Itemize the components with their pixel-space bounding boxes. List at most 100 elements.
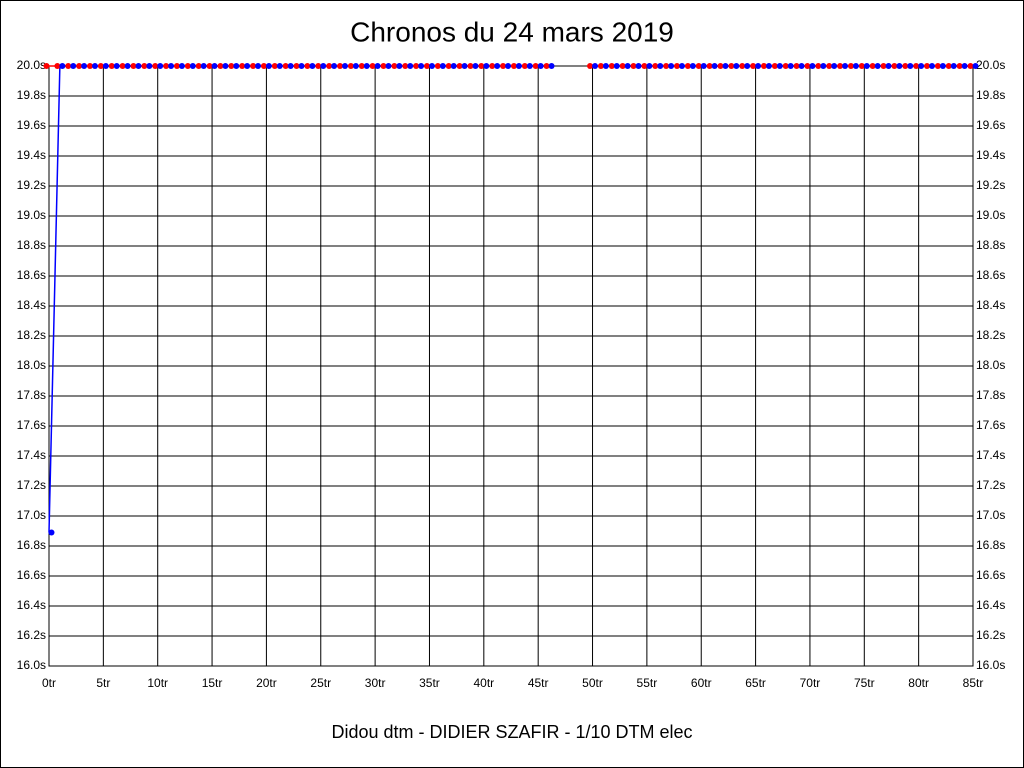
y-tick-label-right: 17.2s [976, 478, 1005, 492]
point [418, 63, 425, 69]
point [587, 63, 594, 69]
point [260, 63, 267, 69]
point [521, 63, 528, 69]
point [739, 63, 746, 69]
point [374, 63, 381, 69]
point [445, 63, 452, 69]
point [678, 63, 685, 69]
point [293, 63, 300, 69]
point [641, 63, 648, 69]
point [157, 63, 164, 69]
point [282, 63, 289, 69]
point [352, 63, 359, 69]
point [543, 63, 550, 69]
point [276, 63, 283, 69]
point [494, 63, 501, 69]
point [945, 63, 952, 69]
point [831, 63, 838, 69]
point [81, 63, 88, 69]
point [59, 63, 66, 69]
point [863, 63, 870, 69]
y-tick-label-right: 16.6s [976, 568, 1005, 582]
x-tick-label: 20tr [256, 676, 277, 690]
y-tick-label-right: 18.8s [976, 238, 1005, 252]
y-tick-label: 18.0s [17, 358, 46, 372]
y-tick-label: 16.6s [17, 568, 46, 582]
point [826, 63, 833, 69]
point [668, 63, 675, 69]
point [608, 63, 615, 69]
point [102, 63, 109, 69]
point [934, 63, 941, 69]
y-tick-label: 20.0s [17, 58, 46, 72]
point [43, 63, 50, 69]
point [467, 63, 474, 69]
x-tick-label: 80tr [908, 676, 929, 690]
point [113, 63, 120, 69]
point [413, 63, 420, 69]
x-tick-label: 45tr [528, 676, 549, 690]
point [239, 63, 246, 69]
point [402, 63, 409, 69]
point [858, 63, 865, 69]
y-tick-label-right: 17.4s [976, 448, 1005, 462]
y-tick-label: 18.8s [17, 238, 46, 252]
x-tick-label: 75tr [854, 676, 875, 690]
point [337, 63, 344, 69]
point [331, 63, 338, 69]
y-tick-label-right: 18.4s [976, 298, 1005, 312]
y-tick-label: 16.4s [17, 598, 46, 612]
y-tick-label-right: 19.0s [976, 208, 1005, 222]
point [439, 63, 446, 69]
point [178, 63, 185, 69]
point [815, 63, 822, 69]
point [961, 63, 968, 69]
point [48, 529, 55, 536]
y-tick-label-right: 16.8s [976, 538, 1005, 552]
point [428, 63, 435, 69]
point [913, 63, 920, 69]
point [526, 63, 533, 69]
point [168, 63, 175, 69]
y-tick-label-right: 20.0s [976, 58, 1005, 72]
point [347, 63, 354, 69]
point [391, 63, 398, 69]
point [896, 63, 903, 69]
y-tick-label: 16.2s [17, 628, 46, 642]
y-tick-label: 19.0s [17, 208, 46, 222]
x-tick-label: 25tr [310, 676, 331, 690]
y-tick-label-right: 16.2s [976, 628, 1005, 642]
point [592, 63, 599, 69]
point [271, 63, 278, 69]
point [385, 63, 392, 69]
point [456, 63, 463, 69]
point [184, 63, 191, 69]
chart-title: Chronos du 24 mars 2019 [350, 16, 674, 47]
point [222, 63, 229, 69]
point [265, 63, 272, 69]
point [804, 63, 811, 69]
point [423, 63, 430, 69]
y-tick-label-right: 17.8s [976, 388, 1005, 402]
point [54, 63, 61, 69]
point [793, 63, 800, 69]
point [924, 63, 931, 69]
x-tick-label: 40tr [473, 676, 494, 690]
point [472, 63, 479, 69]
y-tick-label: 16.0s [17, 658, 46, 672]
point [787, 63, 794, 69]
point [515, 63, 522, 69]
point [929, 63, 936, 69]
point [434, 63, 441, 69]
x-tick-label: 85tr [963, 676, 984, 690]
point [500, 63, 507, 69]
point [537, 63, 544, 69]
y-tick-label: 17.6s [17, 418, 46, 432]
point [163, 63, 170, 69]
x-tick-label: 35tr [419, 676, 440, 690]
point [635, 63, 642, 69]
point [86, 63, 93, 69]
point [130, 63, 137, 69]
point [380, 63, 387, 69]
